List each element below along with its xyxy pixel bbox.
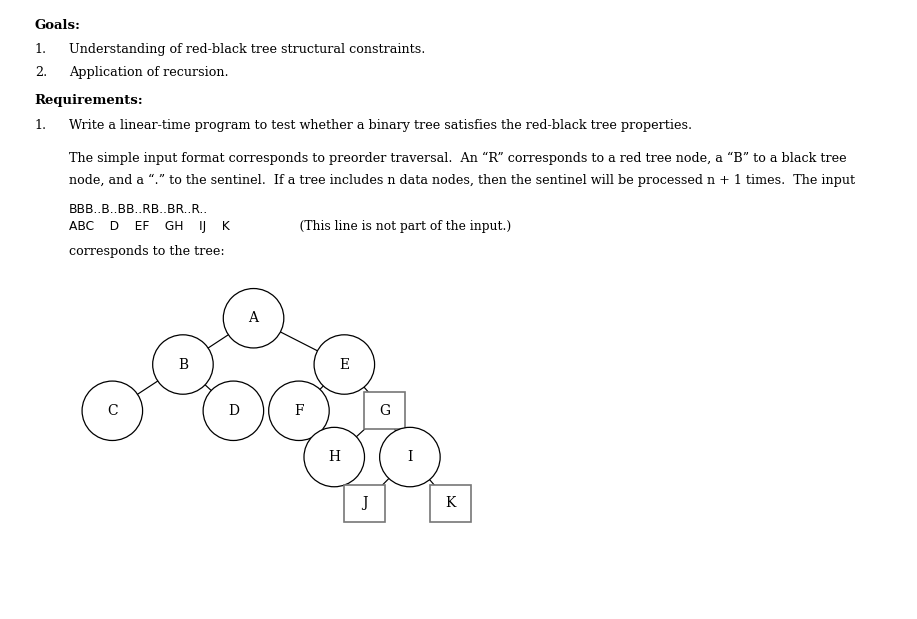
Ellipse shape <box>224 288 284 348</box>
Text: (This line is not part of the input.): (This line is not part of the input.) <box>284 220 512 233</box>
Text: ABC    D    EF    GH    IJ    K: ABC D EF GH IJ K <box>69 220 229 233</box>
Text: 1.: 1. <box>35 43 47 56</box>
Text: 1.: 1. <box>35 119 47 132</box>
Text: The simple input format corresponds to preorder traversal.  An “R” corresponds t: The simple input format corresponds to p… <box>69 152 846 165</box>
Ellipse shape <box>82 381 143 441</box>
FancyBboxPatch shape <box>429 485 471 522</box>
Text: K: K <box>445 496 456 510</box>
Ellipse shape <box>314 335 375 394</box>
Text: H: H <box>328 450 340 464</box>
Text: Goals:: Goals: <box>35 19 81 32</box>
Text: corresponds to the tree:: corresponds to the tree: <box>69 245 225 258</box>
Text: Understanding of red-black tree structural constraints.: Understanding of red-black tree structur… <box>69 43 425 56</box>
Ellipse shape <box>153 335 214 394</box>
Text: BBB..B..BB..RB..BR..R..: BBB..B..BB..RB..BR..R.. <box>69 203 208 216</box>
Text: B: B <box>178 358 188 371</box>
Text: F: F <box>294 404 304 418</box>
FancyBboxPatch shape <box>364 392 405 430</box>
Text: I: I <box>407 450 413 464</box>
Text: Application of recursion.: Application of recursion. <box>69 66 228 79</box>
Text: Write a linear-time program to test whether a binary tree satisfies the red-blac: Write a linear-time program to test whet… <box>69 119 692 132</box>
Text: A: A <box>249 311 259 325</box>
Text: Requirements:: Requirements: <box>35 94 144 107</box>
FancyBboxPatch shape <box>344 485 385 522</box>
Ellipse shape <box>204 381 264 441</box>
Ellipse shape <box>304 427 365 487</box>
Text: C: C <box>107 404 117 418</box>
Text: J: J <box>362 496 367 510</box>
Text: G: G <box>379 404 391 418</box>
Text: node, and a “.” to the sentinel.  If a tree includes n data nodes, then the sent: node, and a “.” to the sentinel. If a tr… <box>69 173 855 186</box>
Text: D: D <box>228 404 238 418</box>
Ellipse shape <box>269 381 329 441</box>
Text: E: E <box>339 358 349 371</box>
Text: 2.: 2. <box>35 66 47 79</box>
Ellipse shape <box>380 427 440 487</box>
